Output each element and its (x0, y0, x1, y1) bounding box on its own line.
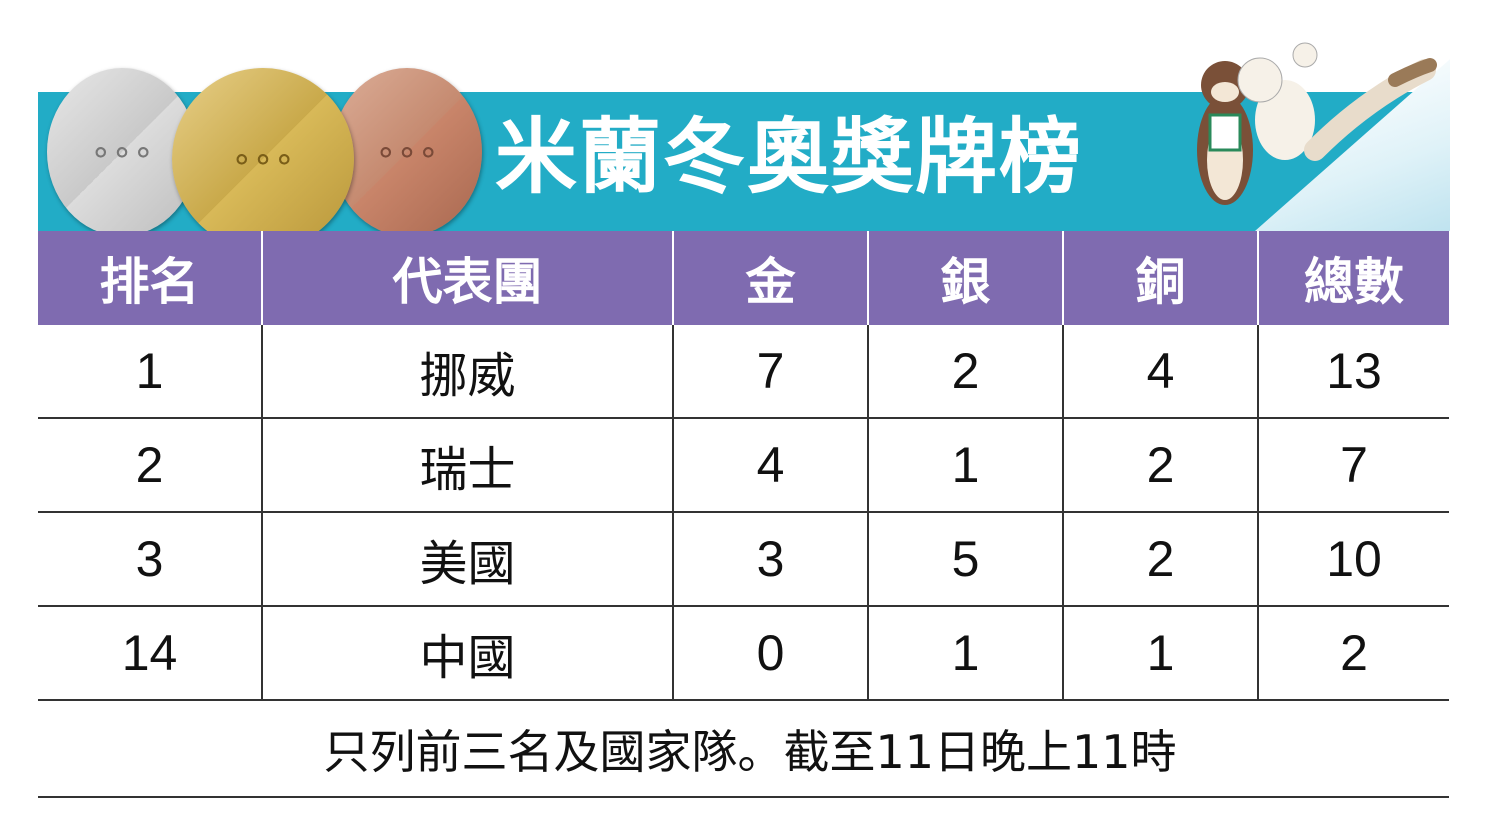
rank-cell: 3 (38, 512, 262, 607)
total-cell: 7 (1257, 418, 1449, 513)
medal-table: 排名 代表團 金 銀 銅 總數 1 挪威 7 2 4 13 2 瑞士 4 1 2… (38, 231, 1449, 701)
gold-cell: 7 (672, 325, 868, 419)
rank-cell: 2 (38, 418, 262, 513)
total-cell: 10 (1257, 512, 1449, 607)
bottom-divider (38, 796, 1449, 798)
gold-cell: 3 (672, 512, 868, 607)
team-cell: 中國 (261, 606, 673, 701)
table-row: 14 中國 0 1 1 2 (38, 606, 1449, 701)
gold-medal-icon: ∘∘∘ (172, 68, 354, 250)
team-cell: 瑞士 (261, 418, 673, 513)
table-row: 1 挪威 7 2 4 13 (38, 325, 1449, 419)
bronze-medal-icon: ∘∘∘ (332, 68, 482, 236)
mascot-illustration (1197, 42, 1437, 205)
rank-cell: 1 (38, 325, 262, 419)
header-silver: 銀 (867, 231, 1063, 325)
team-cell: 美國 (261, 512, 673, 607)
team-cell: 挪威 (261, 325, 673, 419)
silver-cell: 1 (867, 606, 1063, 701)
silver-cell: 5 (867, 512, 1063, 607)
header-total: 總數 (1257, 231, 1449, 325)
header-gold: 金 (672, 231, 868, 325)
total-cell: 2 (1257, 606, 1449, 701)
bronze-cell: 2 (1062, 418, 1258, 513)
footnote: 只列前三名及國家隊。截至11日晚上11時 (323, 725, 1177, 779)
gold-cell: 4 (672, 418, 868, 513)
gold-cell: 0 (672, 606, 868, 701)
header-bronze: 銅 (1062, 231, 1258, 325)
silver-cell: 2 (867, 325, 1063, 419)
bronze-cell: 1 (1062, 606, 1258, 701)
table-row: 2 瑞士 4 1 2 7 (38, 418, 1449, 513)
header-rank: 排名 (38, 231, 262, 325)
silver-cell: 1 (867, 418, 1063, 513)
total-cell: 13 (1257, 325, 1449, 419)
bronze-cell: 4 (1062, 325, 1258, 419)
rank-cell: 14 (38, 606, 262, 701)
table-row: 3 美國 3 5 2 10 (38, 512, 1449, 607)
page-title: 米蘭冬奧獎牌榜 (495, 110, 1084, 205)
bronze-cell: 2 (1062, 512, 1258, 607)
header-row: 排名 代表團 金 銀 銅 總數 (38, 231, 1449, 325)
header-team: 代表團 (261, 231, 673, 325)
